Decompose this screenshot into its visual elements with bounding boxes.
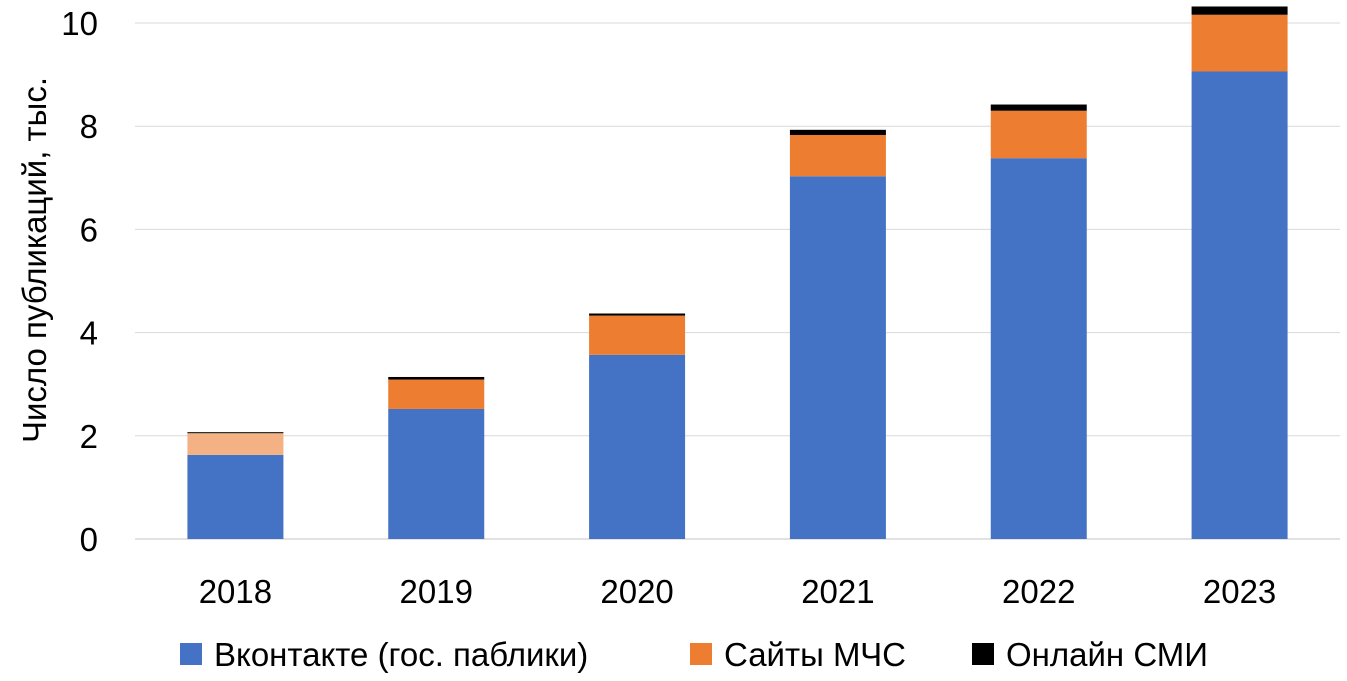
bar-2021-series-0 (789, 176, 886, 539)
bar-2018-series-2 (187, 432, 284, 434)
bar-2023-series-1 (1191, 14, 1288, 72)
x-tick-label: 2021 (801, 573, 874, 610)
y-tick-label: 8 (80, 108, 98, 145)
x-axis-ticks: 2018 2019 2020 2021 2022 2023 (199, 573, 1277, 610)
bar-2020-series-1 (589, 315, 686, 355)
bar-2019-series-0 (388, 408, 485, 539)
gridlines (135, 22, 1340, 540)
legend-label: Вконтакте (гос. паблики) (214, 636, 588, 673)
bar-2022-series-0 (990, 158, 1087, 539)
bar-2023-series-2 (1191, 6, 1288, 15)
x-tick-label: 2018 (199, 573, 272, 610)
legend-swatch (180, 643, 202, 665)
legend: Вконтакте (гос. паблики) Сайты МЧС Онлайн … (180, 636, 1208, 673)
bar-2019-series-1 (388, 379, 485, 409)
bars (187, 6, 1288, 539)
y-tick-label: 10 (61, 5, 98, 42)
x-tick-label: 2020 (600, 573, 673, 610)
y-tick-label: 0 (80, 521, 98, 558)
x-tick-label: 2019 (400, 573, 473, 610)
y-tick-label: 4 (80, 315, 98, 352)
y-tick-label: 6 (80, 211, 98, 248)
legend-label: Сайты МЧС (724, 636, 906, 673)
bar-2022-series-1 (990, 110, 1087, 159)
x-tick-label: 2023 (1203, 573, 1276, 610)
y-axis-ticks: 0 2 4 6 8 10 (61, 5, 98, 558)
legend-swatch (690, 643, 712, 665)
legend-label: Онлайн СМИ (1006, 636, 1208, 673)
bar-2023-series-0 (1191, 71, 1288, 539)
legend-swatch (972, 643, 994, 665)
bar-2021-series-2 (789, 129, 886, 135)
bar-2018-series-0 (187, 454, 284, 539)
bar-2020-series-0 (589, 354, 686, 539)
y-tick-label: 2 (80, 418, 98, 455)
bar-2019-series-2 (388, 376, 485, 380)
bar-2018-series-1 (187, 433, 284, 455)
bar-2020-series-2 (589, 313, 686, 316)
x-tick-label: 2022 (1002, 573, 1075, 610)
y-axis-title: Число публикаций, тыс. (16, 77, 53, 443)
bar-2022-series-2 (990, 104, 1087, 111)
bar-2021-series-1 (789, 134, 886, 177)
